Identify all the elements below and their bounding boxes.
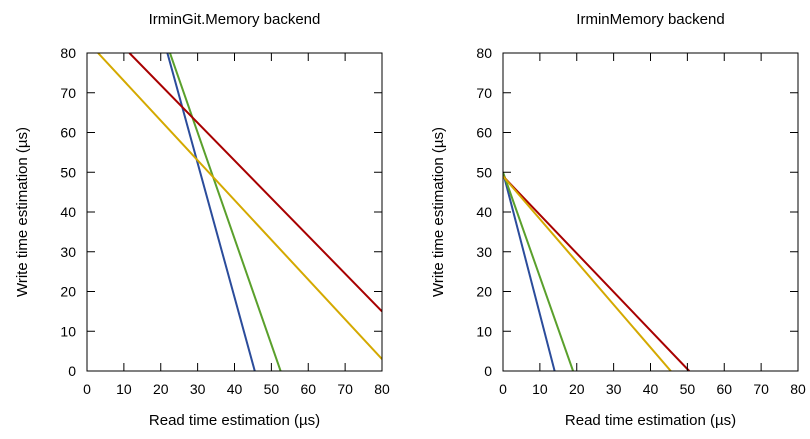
y-tick-label: 60 <box>60 125 76 141</box>
x-tick-label: 70 <box>337 381 353 397</box>
x-tick-label: 80 <box>374 381 390 397</box>
series-line-2 <box>128 53 382 313</box>
y-tick-label: 50 <box>476 164 492 180</box>
y-tick-label: 80 <box>476 45 492 61</box>
y-tick-label: 0 <box>68 363 76 379</box>
y-tick-label: 50 <box>60 164 76 180</box>
series-line-3 <box>503 175 672 371</box>
x-tick-label: 40 <box>227 381 243 397</box>
chart-title: IrminGit.Memory backend <box>149 11 321 28</box>
plot-frame <box>502 52 799 372</box>
x-tick-label: 30 <box>606 381 622 397</box>
y-tick-label: 20 <box>60 284 76 300</box>
x-tick-label: 20 <box>153 381 169 397</box>
x-tick-label: 0 <box>499 381 507 397</box>
y-tick-label: 60 <box>476 125 492 141</box>
series-line-1 <box>503 171 575 371</box>
x-tick-label: 60 <box>300 381 316 397</box>
y-tick-label: 40 <box>60 204 76 220</box>
series-line-2 <box>503 175 690 371</box>
x-tick-label: 40 <box>643 381 659 397</box>
y-tick-label: 70 <box>60 85 76 101</box>
y-axis-label: Write time estimation (µs) <box>430 127 447 297</box>
x-tick-label: 10 <box>116 381 132 397</box>
series-line-3 <box>97 53 382 360</box>
x-tick-label: 30 <box>190 381 206 397</box>
chart-irmin-memory: IrminMemory backend 0 10 20 30 40 50 60 70 80 0 10 2… <box>430 11 806 429</box>
x-tick-label: 50 <box>264 381 280 397</box>
series-line-0 <box>503 171 556 371</box>
y-tick-label: 30 <box>476 244 492 260</box>
x-tick-label: 0 <box>83 381 91 397</box>
x-axis-label: Read time estimation (µs) <box>149 412 320 429</box>
y-tick-label: 70 <box>476 85 492 101</box>
series-line-0 <box>166 53 256 371</box>
chart-irmingit-memory: IrminGit.Memory backend 0 10 20 30 40 50 60 70 80… <box>14 11 390 429</box>
y-tick-label: 10 <box>60 323 76 339</box>
y-tick-label: 0 <box>484 363 492 379</box>
x-tick-label: 70 <box>753 381 769 397</box>
y-tick-label: 10 <box>476 323 492 339</box>
x-tick-label: 20 <box>569 381 585 397</box>
y-tick-label: 20 <box>476 284 492 300</box>
series-line-1 <box>169 53 282 371</box>
plot-frame <box>86 52 383 372</box>
x-tick-label: 50 <box>680 381 696 397</box>
x-tick-label: 60 <box>716 381 732 397</box>
x-tick-label: 80 <box>790 381 806 397</box>
y-tick-label: 40 <box>476 204 492 220</box>
chart-title: IrminMemory backend <box>576 11 724 28</box>
y-axis-label: Write time estimation (µs) <box>14 127 31 297</box>
y-tick-label: 80 <box>60 45 76 61</box>
y-tick-label: 30 <box>60 244 76 260</box>
x-tick-label: 10 <box>532 381 548 397</box>
x-axis-label: Read time estimation (µs) <box>565 412 736 429</box>
